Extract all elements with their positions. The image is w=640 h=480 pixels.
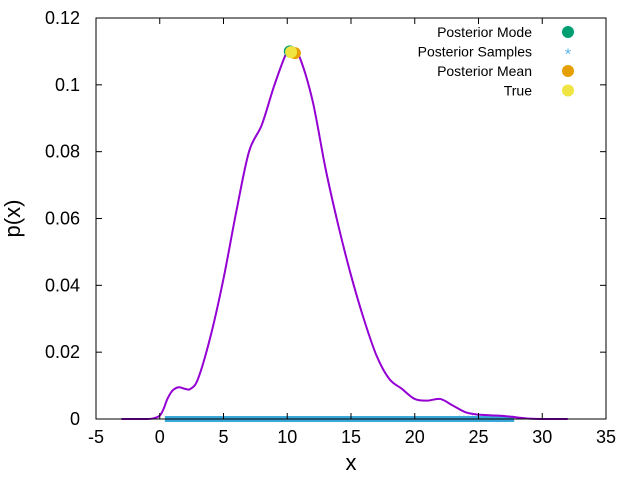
- x-tick-label: 30: [532, 427, 552, 447]
- x-tick-label: 10: [277, 427, 297, 447]
- posterior-samples-layer: * * * * * * * * * * * * *: [164, 413, 516, 427]
- posterior-sample-marker: *: [470, 413, 475, 427]
- legend-label-posterior-mode: Posterior Mode: [437, 24, 532, 40]
- posterior-sample-marker: *: [484, 413, 489, 427]
- posterior-sample-marker: *: [457, 413, 462, 427]
- legend-label-posterior-samples: Posterior Samples: [418, 44, 532, 60]
- posterior-sample-marker: *: [475, 413, 480, 427]
- y-tick-label: 0.02: [45, 342, 80, 362]
- y-tick-label: 0.06: [45, 209, 80, 229]
- legend-label-true: True: [504, 83, 532, 99]
- y-tick-label: 0.04: [45, 275, 80, 295]
- y-axis-title: p(x): [0, 200, 25, 238]
- posterior-sample-marker: *: [497, 413, 502, 427]
- posterior-sample-marker: *: [488, 413, 493, 427]
- ticks-layer: -5 0 5 10 15 20 25 30 35 0 0.02 0.04 0.06 0.08 0.1 0.12: [45, 8, 616, 447]
- legend-symbol-posterior-samples: *: [565, 47, 571, 64]
- posterior-sample-marker: *: [502, 413, 507, 427]
- x-tick-label: 25: [468, 427, 488, 447]
- legend-symbol-true: [562, 84, 574, 97]
- posterior-sample-marker: *: [466, 413, 471, 427]
- legend-symbol-posterior-mean: [562, 65, 574, 77]
- density-curve-layer: [121, 47, 568, 421]
- y-tick-label: 0.1: [55, 75, 80, 95]
- x-tick-label: 35: [596, 427, 616, 447]
- markers-layer: [283, 45, 301, 60]
- posterior-sample-marker: *: [493, 413, 498, 427]
- x-tick-label: -5: [88, 427, 104, 447]
- posterior-sample-marker: *: [462, 413, 467, 427]
- x-tick-label: 5: [218, 427, 228, 447]
- legend-label-posterior-mean: Posterior Mean: [437, 63, 532, 79]
- x-tick-label: 15: [341, 427, 361, 447]
- y-tick-label: 0.08: [45, 142, 80, 162]
- legend: Posterior Mode Posterior Samples * Posterio…: [418, 24, 574, 99]
- x-axis-title: x: [346, 450, 357, 475]
- x-tick-label: 20: [405, 427, 425, 447]
- density-curve: [121, 47, 568, 421]
- posterior-sample-marker: *: [511, 413, 516, 427]
- y-tick-label: 0: [70, 409, 80, 429]
- legend-symbol-posterior-mode: [562, 26, 574, 38]
- true-marker: [285, 46, 298, 59]
- posterior-sample-marker: *: [506, 413, 511, 427]
- posterior-sample-marker: *: [479, 413, 484, 427]
- y-tick-label: 0.12: [45, 8, 80, 28]
- x-tick-label: 0: [155, 427, 165, 447]
